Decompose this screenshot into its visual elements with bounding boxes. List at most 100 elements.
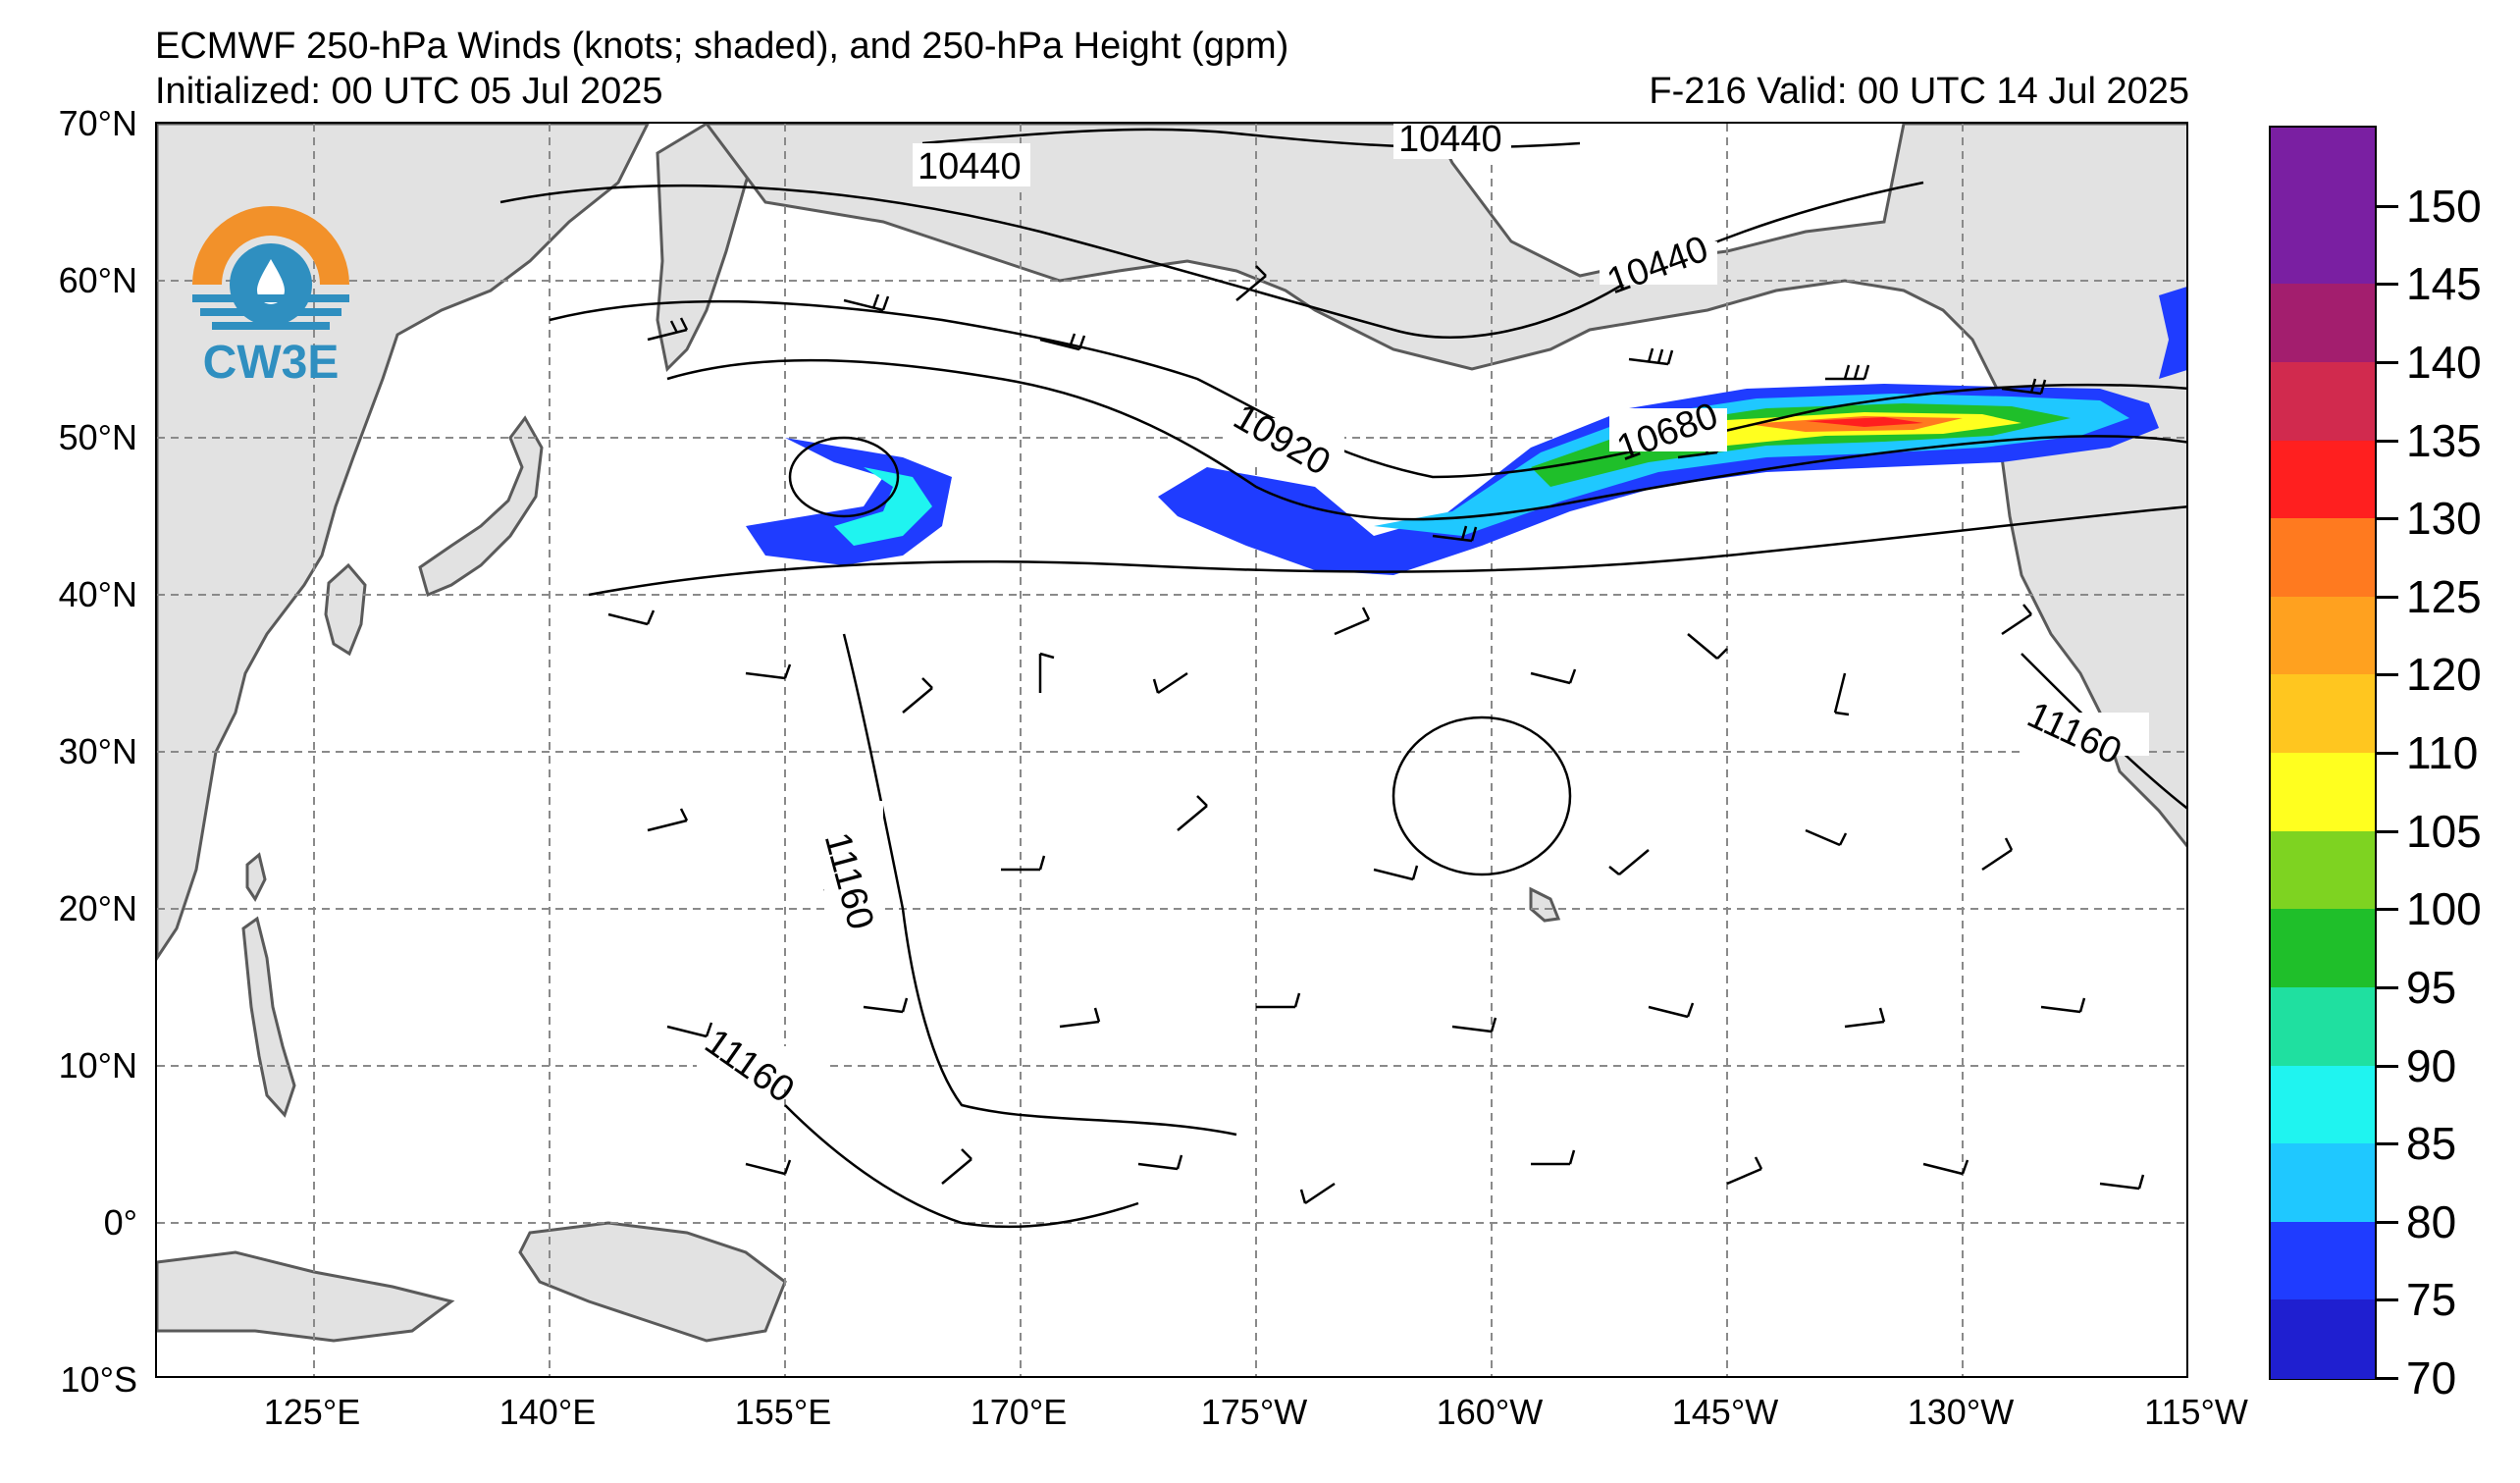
wind-barb <box>1334 607 1371 636</box>
asia-landmass <box>157 124 650 961</box>
colorbar-segment <box>2271 753 2375 832</box>
new-guinea <box>518 1221 787 1343</box>
colorbar-segment <box>2271 205 2375 286</box>
colorbar-tick <box>2377 1142 2398 1146</box>
colorbar-tick <box>2377 985 2398 989</box>
contour-11160-south <box>784 1104 1139 1229</box>
map-title: ECMWF 250-hPa Winds (knots; shaded), and… <box>155 26 1289 67</box>
contour-11160-main <box>588 505 2186 597</box>
high-closed-contour <box>1391 715 1572 876</box>
lon-label-155e: 155°E <box>734 1392 832 1432</box>
valid-time: F-216 Valid: 00 UTC 14 Jul 2025 <box>1649 71 2189 112</box>
wind-barb <box>2001 378 2047 396</box>
wind-barb <box>1373 865 1419 881</box>
wind-barb <box>1981 837 2014 872</box>
lon-label-130w: 130°W <box>1907 1392 2015 1432</box>
colorbar-label: 80 <box>2406 1195 2457 1247</box>
colorbar-segment <box>2271 986 2375 1067</box>
colorbar-label: 95 <box>2406 961 2457 1013</box>
colorbar-tick <box>2377 595 2398 599</box>
lon-label-140e: 140°E <box>499 1392 597 1432</box>
logo-arc <box>192 206 349 285</box>
colorbar-label: 110 <box>2406 727 2479 778</box>
low-closed-contour <box>788 436 900 518</box>
colorbar-segment <box>2271 674 2375 754</box>
lat-label-40n: 40°N <box>58 574 137 614</box>
colorbar-segment <box>2271 361 2375 442</box>
colorbar-tick <box>2377 908 2398 912</box>
wind-barb <box>1039 333 1086 351</box>
wind-barb <box>1432 525 1478 543</box>
colorbar-label: 120 <box>2406 649 2482 701</box>
colorbar-tick <box>2377 829 2398 833</box>
east-edge-70kt <box>2159 287 2186 379</box>
contour-label: 10920 <box>1227 397 1338 484</box>
colorbar-tick <box>2377 283 2398 287</box>
lon-label-125e: 125°E <box>263 1392 361 1432</box>
colorbar-label: 130 <box>2406 493 2482 545</box>
wind-barb <box>1648 1002 1695 1019</box>
colorbar-tick <box>2377 673 2398 677</box>
colorbar-label: 90 <box>2406 1039 2457 1091</box>
wind-barb <box>1235 265 1267 301</box>
hawaii-islands <box>1529 886 1561 923</box>
colorbar-tick <box>2377 1064 2398 1068</box>
wind-barb <box>745 1159 792 1176</box>
colorbar-segment <box>2271 1143 2375 1223</box>
colorbar-segment <box>2271 128 2375 206</box>
land-layer <box>157 124 2186 1343</box>
taiwan-island <box>245 852 267 902</box>
map-canvas: 10440 10440 10440 10920 10680 11160 1116… <box>157 124 2186 1376</box>
lon-label-175w: 175°W <box>1200 1392 1308 1432</box>
water-drop-icon <box>257 259 285 304</box>
colorbar-label: 125 <box>2406 570 2482 622</box>
colorbar-label: 145 <box>2406 258 2482 310</box>
wind-barb <box>863 997 909 1014</box>
colorbar-tick <box>2377 1220 2398 1224</box>
colorbar-tick <box>2377 439 2398 443</box>
colorbar-label: 85 <box>2406 1118 2457 1170</box>
lat-label-50n: 50°N <box>58 417 137 457</box>
wind-barb <box>1059 1007 1101 1029</box>
map-panel: 10440 10440 10440 10920 10680 11160 1116… <box>155 122 2188 1378</box>
contour-label: 10440 <box>1398 124 1502 160</box>
colorbar-label: 75 <box>2406 1274 2457 1326</box>
wind-barb <box>2001 604 2032 636</box>
colorbar-label: 100 <box>2406 883 2482 935</box>
initialized-time: Initialized: 00 UTC 05 Jul 2025 <box>155 71 663 112</box>
wind-barb <box>1137 1154 1183 1171</box>
wind-barb <box>1451 1017 1497 1033</box>
korea-peninsula <box>324 562 367 657</box>
wind-barb <box>1177 795 1208 831</box>
west-jet-85kt <box>834 467 932 546</box>
wind-barb <box>1038 652 1055 693</box>
wind-barb <box>647 808 689 832</box>
colorbar-tick <box>2377 1377 2398 1380</box>
colorbar-segment <box>2271 1065 2375 1145</box>
lon-label-145w: 145°W <box>1671 1392 1779 1432</box>
wind-barb <box>647 317 689 342</box>
wind-barb <box>1530 668 1577 685</box>
colorbar-label: 135 <box>2406 414 2482 466</box>
wind-barb <box>1844 1007 1886 1029</box>
colorbar-tick <box>2377 1298 2398 1302</box>
colorbar-segment <box>2271 1221 2375 1301</box>
wind-barb <box>1256 992 1301 1009</box>
wind-barb <box>1299 1182 1336 1205</box>
philippines-islands <box>241 916 296 1118</box>
contour-label: 10440 <box>918 146 1022 187</box>
colorbar-tick <box>2377 360 2398 364</box>
colorbar-tick <box>2377 517 2398 521</box>
wind-barb <box>1726 1156 1763 1186</box>
colorbar-segment <box>2271 284 2375 363</box>
wind-barb <box>1805 828 1848 847</box>
wind-barbs <box>607 265 2145 1205</box>
contour-10920 <box>666 358 2186 521</box>
wind-barb <box>1687 633 1728 660</box>
wind-barb <box>843 293 890 312</box>
wind-barb <box>1152 671 1188 695</box>
lon-label-115w: 115°W <box>2144 1392 2248 1432</box>
lat-label-10n: 10°N <box>58 1045 137 1086</box>
contour-11160-west <box>842 633 1237 1137</box>
lat-label-70n: 70°N <box>58 103 137 143</box>
